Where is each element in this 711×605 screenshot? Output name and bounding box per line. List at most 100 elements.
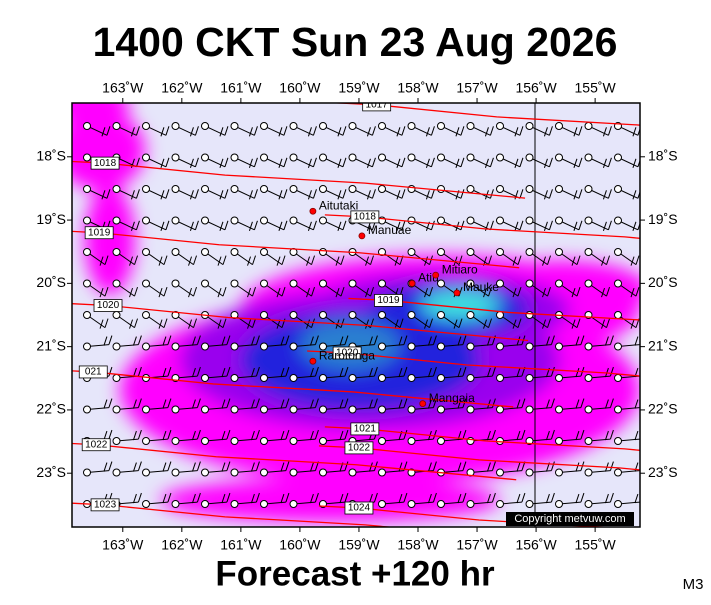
barb-flag (285, 366, 290, 377)
barb-flag (253, 220, 258, 230)
barb-flag (516, 462, 521, 472)
barb-station (230, 437, 239, 445)
barb-flag (547, 286, 551, 297)
isobar-label: 1018 (354, 212, 377, 223)
map-title: 1400 CKT Sun 23 Aug 2026 (93, 19, 618, 65)
lon-label: 159˚W (338, 537, 380, 553)
barb-flag (196, 335, 201, 345)
barb-station (614, 279, 622, 288)
barb-flag (280, 430, 285, 441)
isobar-label: 1022 (85, 439, 108, 450)
barb-station (171, 153, 180, 162)
barb-flag (104, 286, 109, 297)
barb-flag (519, 157, 524, 167)
barb-flag (129, 319, 133, 329)
barb-station (319, 185, 327, 193)
barb-flag (578, 126, 583, 136)
barb-flag (312, 126, 317, 136)
barb-flag (576, 286, 581, 297)
barb-station (289, 279, 298, 288)
barb-flag (101, 127, 106, 137)
barb-station (407, 122, 416, 130)
barb-flag (224, 157, 229, 167)
barb-flag (519, 126, 524, 136)
barb-flag (283, 189, 288, 199)
barb-flag (221, 399, 226, 409)
barb-flag (311, 255, 315, 265)
barb-flag (606, 318, 610, 328)
barb-flag (217, 319, 222, 329)
barb-station (260, 248, 268, 256)
barb-flag (430, 157, 435, 167)
barb-station (171, 185, 180, 193)
barb-flag (578, 220, 583, 230)
isobar-label-box (350, 422, 380, 436)
barb-flag (226, 398, 231, 408)
barb-flag (283, 157, 288, 167)
barb-flag (250, 336, 255, 346)
barb-flag (514, 158, 519, 168)
barb-station (496, 500, 504, 508)
lon-label: 163˚W (102, 537, 144, 553)
barb-station (437, 279, 445, 288)
barb-station (171, 216, 180, 225)
isobar-label: 1017 (366, 100, 389, 111)
barb-flag (457, 336, 462, 346)
barb-station (378, 342, 386, 351)
forecast-label: Forecast +120 hr (215, 554, 495, 593)
barb-flag (602, 221, 607, 231)
barb-flag (250, 430, 255, 441)
barb-flag (368, 399, 373, 409)
barb-station (437, 122, 445, 130)
barb-flag (365, 287, 369, 298)
barb-station (525, 122, 534, 130)
barb-station (289, 468, 298, 477)
barb-flag (134, 286, 138, 297)
barb-flag (129, 256, 133, 266)
barb-station (201, 500, 209, 508)
barb-flag (248, 127, 253, 137)
barb-flag (609, 429, 614, 440)
barb-flag (634, 399, 639, 409)
barb-station (466, 279, 475, 288)
barb-flag (163, 318, 168, 328)
barb-flag (371, 189, 376, 199)
barb-station (555, 374, 563, 382)
barb-flag (226, 492, 231, 503)
barb-flag (368, 493, 373, 504)
barb-flag (339, 336, 344, 346)
barb-station (407, 374, 416, 382)
barb-flag (250, 367, 255, 378)
barb-station (83, 279, 91, 288)
lon-label: 160˚W (279, 80, 321, 96)
barb-flag (196, 492, 201, 503)
barb-flag (576, 255, 581, 265)
barb-flag (221, 336, 226, 346)
barb-flag (462, 492, 467, 503)
barb-flag (162, 493, 167, 504)
place-marker (408, 279, 416, 287)
barb-flag (194, 189, 199, 199)
barb-flag (278, 158, 283, 168)
barb-flag (276, 319, 281, 329)
place-name: Mangaia (429, 391, 475, 405)
barb-station (171, 437, 180, 445)
barb-station (289, 153, 298, 162)
barb-flag (306, 256, 310, 266)
barb-station (555, 437, 563, 445)
lon-label: 156˚W (515, 80, 557, 96)
barb-flag (512, 319, 517, 329)
barb-station (437, 342, 445, 351)
isobar-label: 021 (85, 367, 102, 378)
barb-flag (132, 430, 137, 441)
barb-station (142, 405, 150, 414)
barb-station (142, 342, 150, 351)
barb-flag (250, 399, 255, 409)
barb-station (525, 279, 534, 288)
lat-label: 19˚S (36, 211, 66, 227)
barb-flag (193, 318, 197, 328)
barb-flag (309, 462, 314, 472)
barb-flag (99, 256, 104, 266)
barb-flag (312, 220, 317, 230)
barb-station (142, 248, 150, 256)
